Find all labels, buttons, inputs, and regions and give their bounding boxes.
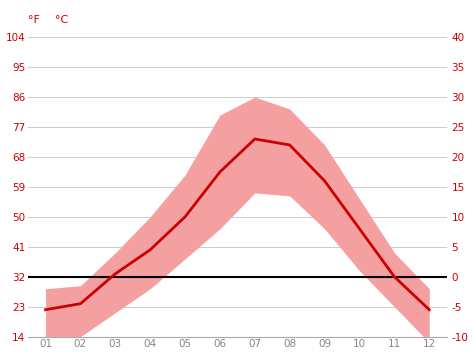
- Text: °C: °C: [55, 15, 69, 25]
- Text: °F: °F: [28, 15, 40, 25]
